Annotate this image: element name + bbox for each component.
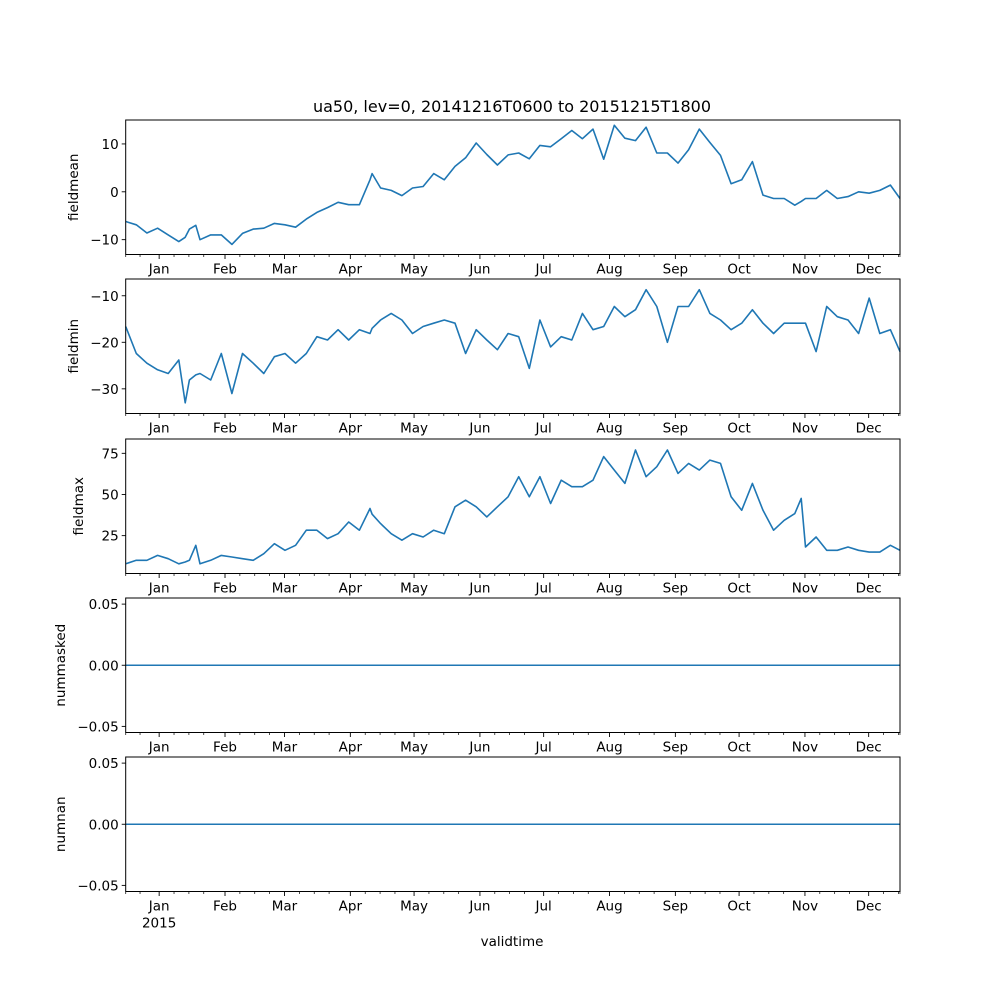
fieldmean-series-line: [125, 124, 901, 246]
x-tick-label: Dec: [856, 581, 882, 597]
x-tick-label: Jan: [148, 262, 170, 278]
axes-frame: [125, 119, 901, 255]
y-tick-label: 0.00: [89, 817, 119, 833]
x-tick-label: Apr: [339, 581, 363, 597]
x-tick-label: Feb: [213, 899, 237, 915]
fieldmin-series-line: [124, 288, 901, 404]
x-tick-label: May: [400, 740, 428, 756]
y-tick-label: 25: [102, 529, 119, 545]
x-tick-label: Feb: [213, 421, 237, 437]
x-tick-label: Oct: [727, 262, 750, 278]
x-tick-label: Apr: [339, 421, 363, 437]
x-axis-label: validtime: [481, 934, 544, 950]
x-tick-label: Sep: [663, 899, 688, 915]
y-axis-label: nummasked: [53, 624, 69, 707]
x-tick-label: Apr: [339, 740, 363, 756]
x-tick-label: Feb: [213, 740, 237, 756]
x-tick-label: Sep: [663, 740, 688, 756]
x-tick-label: May: [400, 262, 428, 278]
x-tick-label: Mar: [272, 740, 298, 756]
x-tick-label: Dec: [856, 421, 882, 437]
y-tick-label: −10: [90, 289, 119, 305]
x-tick-label: Jul: [535, 262, 552, 278]
x-tick-label: Feb: [213, 262, 237, 278]
x-tick-label: Jan: [148, 421, 170, 437]
x-tick-label: May: [400, 899, 428, 915]
x-tick-label: Oct: [727, 899, 750, 915]
x-tick-label: Jun: [468, 262, 490, 278]
subplot-fieldmax: 75 50 25 fieldmax Jan Feb Mar Apr May Jun Jul Aug Se…: [71, 438, 901, 597]
y-tick-label: −0.05: [77, 878, 118, 894]
x-tick-label: Mar: [272, 899, 298, 915]
chart-title: ua50, lev=0, 20141216T0600 to 20151215T1…: [313, 97, 711, 116]
x-year-label: 2015: [142, 916, 176, 932]
x-tick-label: Apr: [339, 899, 363, 915]
x-tick-label: Sep: [663, 581, 688, 597]
x-tick-label: Aug: [596, 899, 622, 915]
x-tick-label: Aug: [596, 581, 622, 597]
x-tick-label: Mar: [272, 581, 298, 597]
y-tick-label: −10: [90, 233, 119, 249]
x-tick-label: Dec: [856, 899, 882, 915]
x-tick-label: Jan: [148, 740, 170, 756]
y-axis-label: fieldmin: [66, 319, 82, 374]
subplot-fieldmean: 10 0 −10 fieldmean Jan Feb Mar Apr May Jun Jul Aug S…: [66, 119, 901, 278]
y-tick-label: 75: [102, 446, 119, 462]
x-tick-label: Sep: [663, 262, 688, 278]
x-tick-label: Sep: [663, 421, 688, 437]
y-tick-label: 10: [102, 137, 119, 153]
x-tick-label: Mar: [272, 262, 298, 278]
y-axis-label: fieldmean: [66, 154, 82, 221]
x-tick-label: Jul: [535, 740, 552, 756]
y-tick-label: 0.00: [89, 658, 119, 674]
x-tick-label: Aug: [596, 740, 622, 756]
x-tick-label: Mar: [272, 421, 298, 437]
x-tick-label: Dec: [856, 262, 882, 278]
fieldmax-series-line: [125, 449, 901, 565]
y-tick-label: 0: [110, 185, 119, 201]
axes-frame: [125, 438, 901, 574]
x-tick-label: Aug: [596, 262, 622, 278]
x-tick-label: Jul: [535, 581, 552, 597]
x-tick-label: Dec: [856, 740, 882, 756]
x-tick-label: May: [400, 581, 428, 597]
x-tick-label: Nov: [792, 581, 818, 597]
x-tick-label: Oct: [727, 740, 750, 756]
y-tick-label: −30: [90, 382, 119, 398]
y-tick-label: 50: [102, 487, 119, 503]
x-tick-label: Nov: [792, 740, 818, 756]
y-axis-label: fieldmax: [71, 477, 87, 536]
x-tick-label: Nov: [792, 262, 818, 278]
axes-frame: [125, 278, 901, 414]
x-tick-label: Jul: [535, 421, 552, 437]
x-tick-label: Jul: [535, 899, 552, 915]
x-tick-label: Jun: [468, 581, 490, 597]
x-tick-label: Oct: [727, 421, 750, 437]
subplot-fieldmin: −10 −20 −30 fieldmin Jan Feb Mar Apr May Jun Jul Au…: [66, 278, 901, 437]
y-tick-label: −20: [90, 335, 119, 351]
x-tick-label: Feb: [213, 581, 237, 597]
x-tick-label: Jan: [148, 899, 170, 915]
x-tick-label: Jan: [148, 581, 170, 597]
x-tick-label: May: [400, 421, 428, 437]
y-tick-label: 0.05: [89, 597, 119, 613]
subplot-numnan: 0.05 0.00 −0.05 numnan Jan Feb Mar Apr May Jun Jul…: [53, 756, 901, 932]
y-tick-label: 0.05: [89, 756, 119, 772]
x-tick-label: Jun: [468, 740, 490, 756]
x-tick-label: Nov: [792, 421, 818, 437]
y-tick-label: −0.05: [77, 719, 118, 735]
x-tick-label: Jun: [468, 421, 490, 437]
x-tick-label: Aug: [596, 421, 622, 437]
x-tick-label: Apr: [339, 262, 363, 278]
x-tick-label: Oct: [727, 581, 750, 597]
x-tick-label: Jun: [468, 899, 490, 915]
x-tick-label: Nov: [792, 899, 818, 915]
subplot-nummasked: 0.05 0.00 −0.05 nummasked Jan Feb Mar Apr May Jun…: [53, 597, 901, 756]
y-axis-label: numnan: [53, 796, 69, 852]
